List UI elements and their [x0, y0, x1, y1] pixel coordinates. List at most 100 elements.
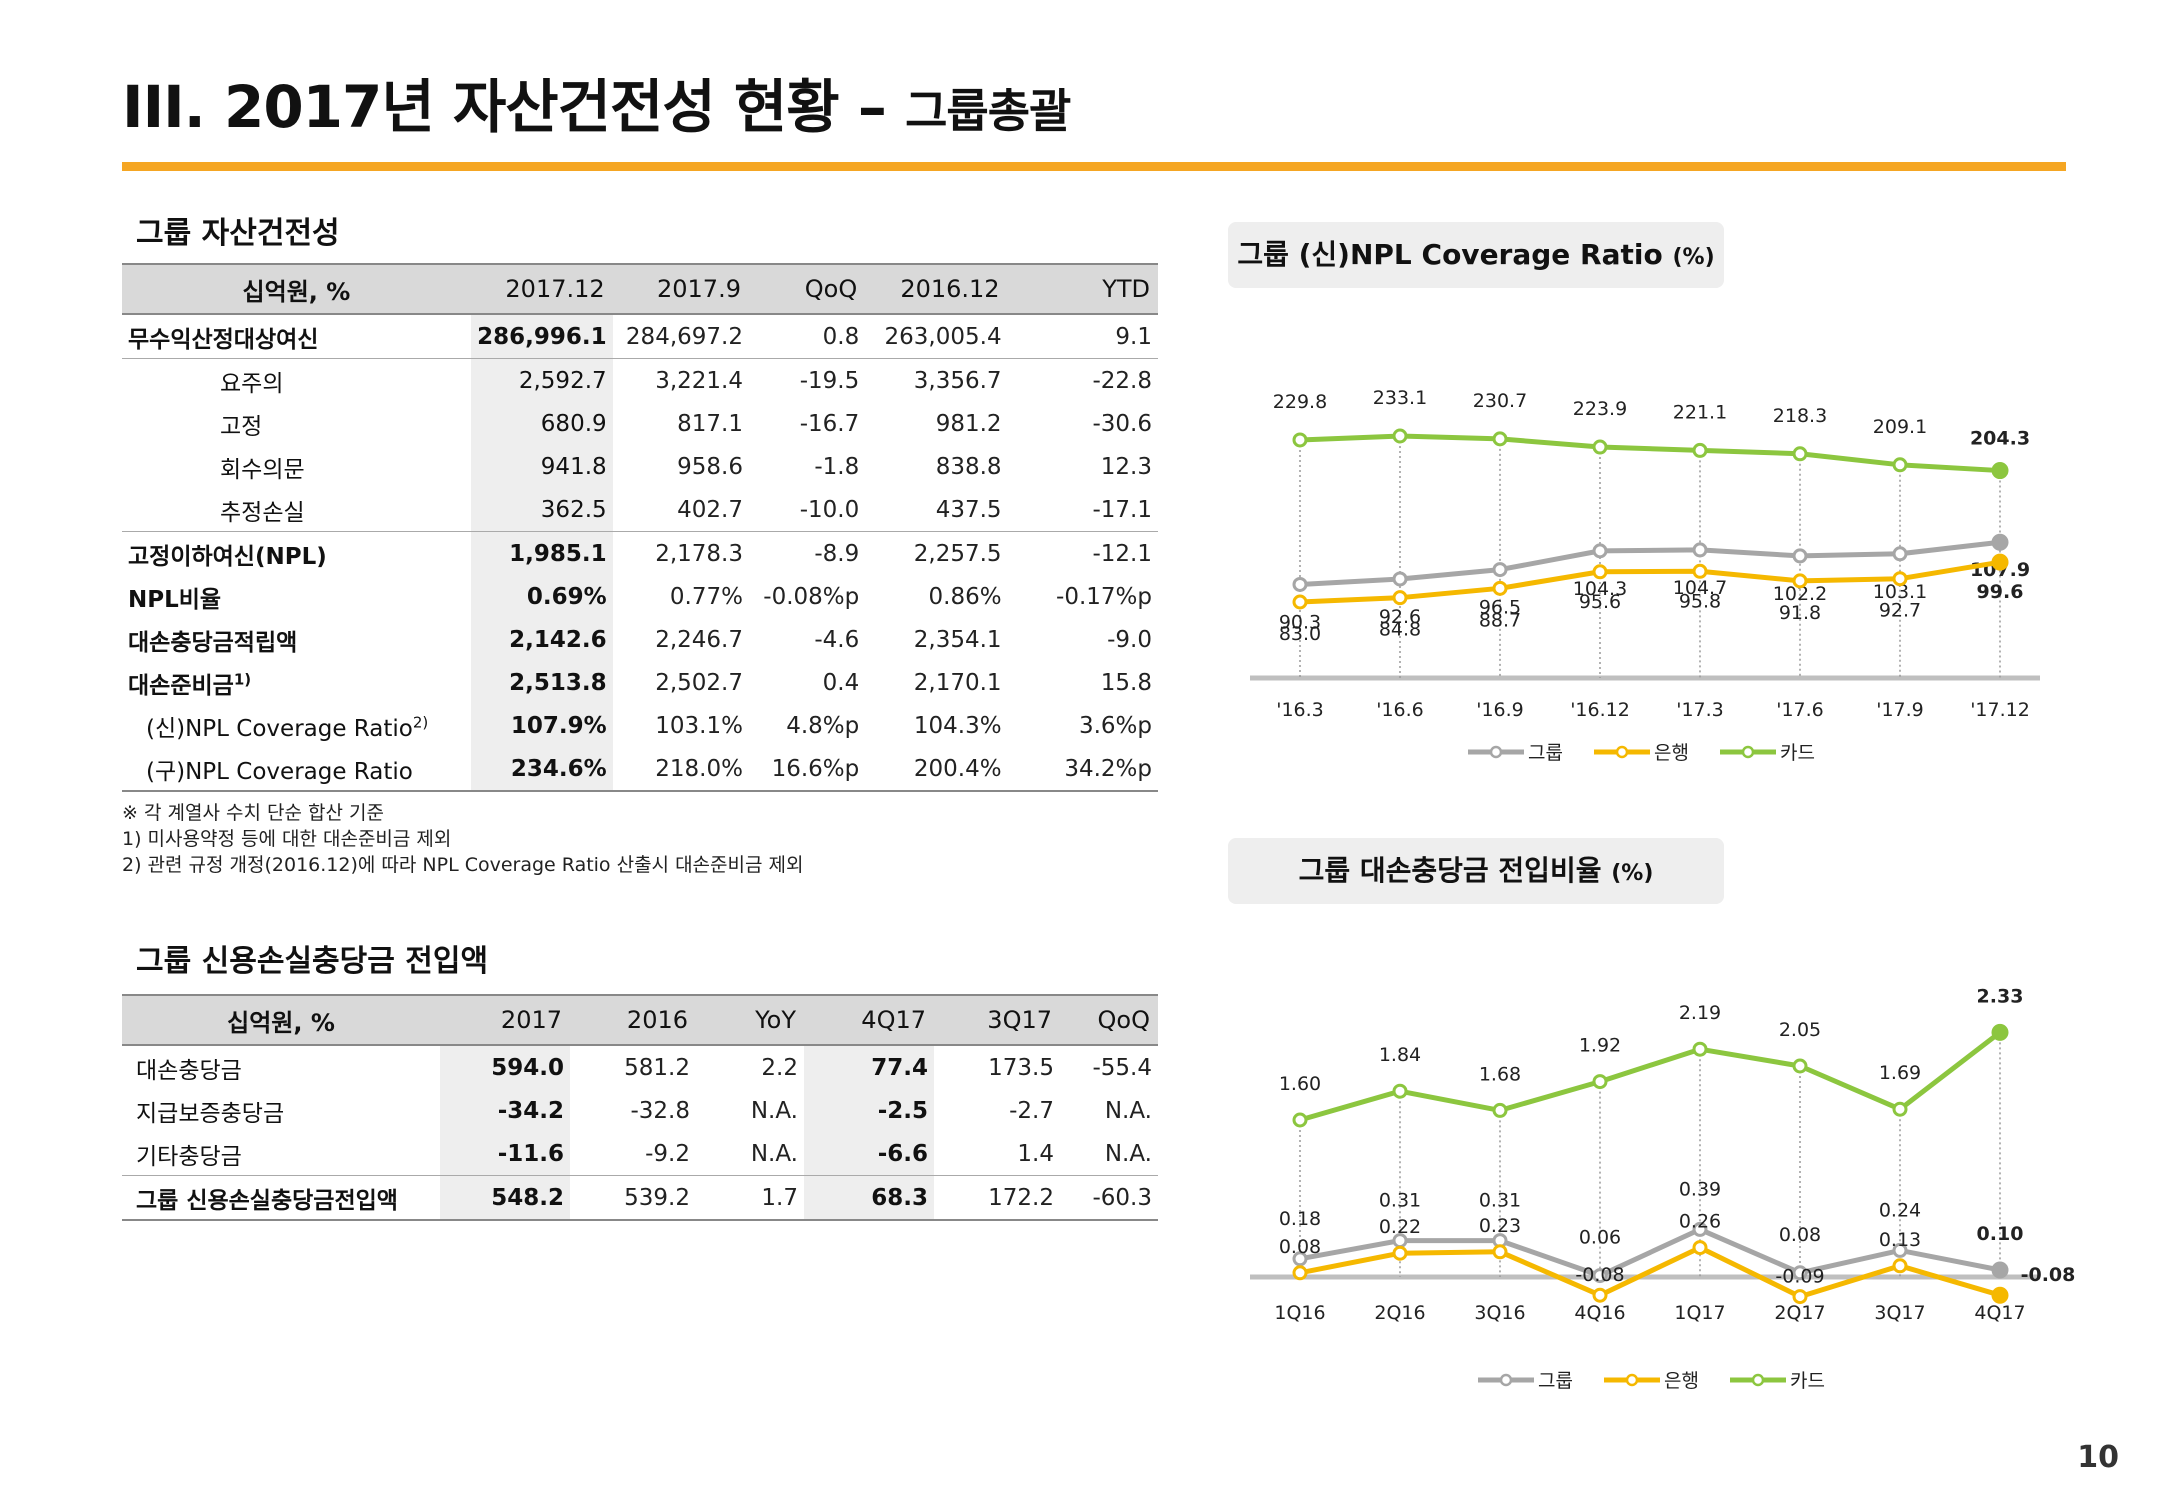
data-point — [1892, 457, 1908, 473]
page-number: 10 — [2077, 1440, 2119, 1475]
x-tick-label: '17.12 — [1970, 699, 2030, 721]
cell-value: 2,257.5 — [865, 531, 1008, 575]
table-row: (구)NPL Coverage Ratio 234.6% 218.0% 16.6%p 2… — [122, 747, 1158, 792]
cell-value: 539.2 — [570, 1175, 696, 1221]
cell-value: 0.4 — [822, 669, 860, 696]
table-header-row: 십억원, % 2017.12 2017.9 QoQ 2016.12 YTD — [122, 263, 1158, 315]
footnote-2: 2) 관련 규정 개정(2016.12)에 따라 NPL Coverage Ra… — [122, 854, 804, 876]
data-label: 0.22 — [1379, 1216, 1421, 1238]
cell-value: -22.8 — [1007, 358, 1158, 402]
data-point — [1892, 1258, 1908, 1274]
column-header: 4Q17 — [804, 994, 934, 1046]
x-tick-label: 1Q16 — [1274, 1302, 1325, 1324]
data-label: 0.08 — [1779, 1224, 1821, 1246]
row-label: 회수의문 — [122, 445, 471, 488]
data-point — [1592, 1268, 1608, 1284]
cell-value: 941.8 — [470, 445, 613, 488]
data-point — [1292, 576, 1308, 592]
data-label: 95.6 — [1579, 591, 1621, 613]
data-label: 88.7 — [1479, 609, 1521, 631]
data-point — [1392, 1083, 1408, 1099]
cell-value: 817.1 — [677, 410, 743, 437]
table-row: 요주의 2,592.7 3,221.4 -19.5 3,356.7 -22.8 — [122, 358, 1158, 402]
column-header: 2017.12 — [470, 263, 613, 315]
cell-value: 2,142.6 — [470, 618, 613, 661]
cell-value: 12.3 — [1100, 453, 1152, 480]
footnote-0: ※ 각 계열사 수치 단순 합산 기준 — [122, 802, 384, 824]
cell-value: 9.1 — [1115, 323, 1152, 350]
asset-quality-table: 십억원, % 2017.12 2017.9 QoQ 2016.12 YTD 무수익산정대상… — [122, 263, 1158, 792]
data-point — [1492, 1102, 1508, 1118]
data-point — [1492, 580, 1508, 596]
column-header: QoQ — [748, 263, 866, 315]
cell-value: 581.2 — [624, 1054, 690, 1081]
chart1-title-unit: (%) — [1672, 245, 1715, 270]
cell-value: 3.6%p — [1078, 712, 1152, 739]
provision-ratio-chart: 1Q16 2Q16 3Q16 4Q16 1Q17 2Q17 3Q17 4Q17 0.18 0.31… — [1250, 985, 2075, 1392]
chart2-title-main: 그룹 대손충당금 전입비율 — [1298, 854, 1602, 887]
cell-value: -55.4 — [1092, 1054, 1152, 1081]
data-label: 233.1 — [1373, 387, 1427, 409]
data-label: -0.09 — [1775, 1266, 1824, 1288]
data-point — [1292, 1251, 1308, 1267]
x-tick-label: 1Q17 — [1674, 1302, 1725, 1324]
data-point — [1692, 542, 1708, 558]
table-row: (신)NPL Coverage Ratio2) 107.9% 103.1% 4.8%p… — [122, 704, 1158, 747]
table-row: 기타충당금 -11.6 -9.2 N.A. -6.6 1.4 N.A. — [122, 1132, 1158, 1176]
cell-value: 2,592.7 — [470, 358, 613, 402]
cell-value: 2,170.1 — [913, 669, 1002, 696]
data-label: 0.10 — [1977, 1223, 2024, 1245]
cell-value: N.A. — [750, 1097, 798, 1124]
cell-value: 594.0 — [440, 1045, 570, 1089]
cell-value: 103.1% — [655, 712, 743, 739]
npl-coverage-chart: '16.3 '16.6 '16.9 '16.12 '17.3 '17.6 '17.9 '17.… — [1250, 387, 2040, 764]
row-label: 대손충당금적립액 — [122, 618, 471, 661]
chart1-title: 그룹 (신)NPL Coverage Ratio (%) — [1228, 222, 1724, 288]
data-point — [1292, 1265, 1308, 1281]
data-point — [1892, 546, 1908, 562]
x-tick-label: '17.9 — [1876, 699, 1924, 721]
cell-value: -6.6 — [804, 1132, 934, 1176]
table-row: 대손충당금적립액 2,142.6 2,246.7 -4.6 2,354.1 -9.0 — [122, 618, 1158, 661]
cell-value: 0.86% — [928, 583, 1002, 610]
cell-value: 286,996.1 — [470, 314, 613, 359]
cell-value: -12.1 — [1007, 531, 1158, 575]
legend-label: 카드 — [1790, 1370, 1825, 1392]
row-label: 그룹 신용손실충당금전입액 — [122, 1175, 440, 1221]
title-main: III. 2017년 자산건전성 현황 – — [122, 73, 887, 141]
cell-value: 2,513.8 — [470, 661, 613, 704]
table-row: 대손준비금1) 2,513.8 2,502.7 0.4 2,170.1 15.8 — [122, 661, 1158, 704]
cell-value: 958.6 — [677, 453, 743, 480]
cell-value: 104.3% — [913, 712, 1002, 739]
data-point — [1392, 1245, 1408, 1261]
cell-value: 200.4% — [865, 747, 1008, 792]
data-label: 0.13 — [1879, 1229, 1921, 1251]
cell-value: -32.8 — [630, 1097, 690, 1124]
data-label: 223.9 — [1573, 398, 1627, 420]
cell-value: 16.6%p — [748, 747, 866, 792]
column-header: 십억원, % — [122, 263, 471, 315]
row-label-text: 추정손실 — [220, 499, 305, 526]
legend-marker — [1499, 1373, 1513, 1387]
data-label: 90.3 — [1279, 611, 1321, 633]
cell-value: -8.9 — [748, 531, 866, 575]
series-line-그룹 — [1299, 1226, 2001, 1279]
row-label-text: 회수의문 — [220, 456, 305, 483]
cell-value: 1,985.1 — [470, 531, 613, 575]
provision-table: 십억원, % 2017 2016 YoY 4Q17 3Q17 QoQ 대손충당금 594.0 5… — [122, 994, 1158, 1221]
data-point — [1592, 1074, 1608, 1090]
data-label: 1.84 — [1379, 1044, 1421, 1066]
cell-value: -9.2 — [645, 1140, 690, 1167]
row-label: (구)NPL Coverage Ratio — [122, 747, 471, 792]
row-label: 고정 — [122, 402, 471, 445]
cell-value: 2.2 — [761, 1054, 798, 1081]
data-point — [1292, 1112, 1308, 1128]
data-label: 0.18 — [1279, 1208, 1321, 1230]
footnote-mark: 2) — [412, 712, 429, 731]
row-label: 무수익산정대상여신 — [122, 314, 471, 359]
row-label-text: NPL비율 — [128, 586, 222, 613]
row-label-text: (신)NPL Coverage Ratio — [146, 715, 413, 742]
data-point — [1692, 563, 1708, 579]
data-point — [1991, 462, 2009, 480]
table-row: 무수익산정대상여신 286,996.1 284,697.2 0.8 263,005.4 9… — [122, 314, 1158, 359]
